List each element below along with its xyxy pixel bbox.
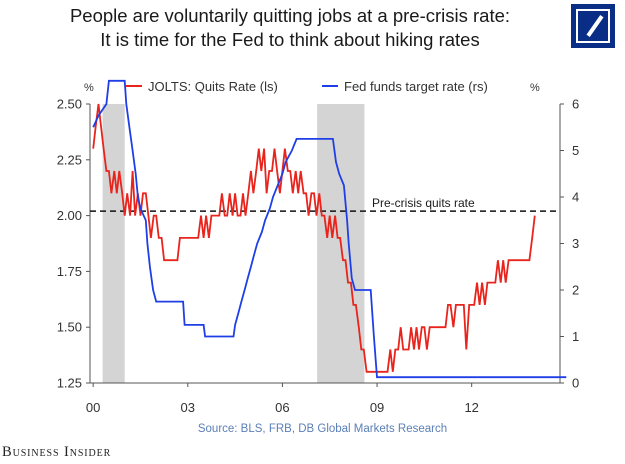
x-tick-label: 09 <box>370 400 384 415</box>
legend-label-fed-funds: Fed funds target rate (rs) <box>344 79 488 94</box>
deutsche-bank-logo-icon <box>571 4 615 48</box>
left-tick-label: 1.75 <box>57 264 82 279</box>
right-tick-label: 1 <box>572 329 579 344</box>
right-tick-label: 5 <box>572 143 579 158</box>
left-tick-label: 2.25 <box>57 152 82 167</box>
x-tick-label: 00 <box>86 400 100 415</box>
legend-label-quits: JOLTS: Quits Rate (ls) <box>148 79 278 94</box>
chart-title: People are voluntarily quitting jobs at … <box>20 4 560 52</box>
x-tick-label: 06 <box>275 400 289 415</box>
recession-shading <box>102 104 365 383</box>
title-line-2: It is time for the Fed to think about hi… <box>100 29 480 50</box>
x-tick-label: 12 <box>464 400 478 415</box>
right-tick-label: 4 <box>572 190 579 205</box>
left-tick-label: 1.50 <box>57 320 82 335</box>
left-tick-label: 2.50 <box>57 97 82 112</box>
left-tick-label: 1.25 <box>57 376 82 391</box>
right-axis-unit: % <box>530 82 540 94</box>
series-line-fed-funds-rate <box>92 79 567 379</box>
left-tick-label: 2.00 <box>57 208 82 223</box>
right-tick-label: 6 <box>572 97 579 112</box>
brand-logo-text: Business Insider <box>2 444 112 460</box>
series-line-quits-rate <box>92 103 536 373</box>
reference-line-label: Pre-crisis quits rate <box>372 196 475 210</box>
right-tick-label: 3 <box>572 236 579 251</box>
x-tick-label: 03 <box>181 400 195 415</box>
series-group <box>92 79 567 379</box>
right-tick-label: 2 <box>572 283 579 298</box>
right-tick-label: 0 <box>572 376 579 391</box>
title-line-1: People are voluntarily quitting jobs at … <box>69 5 511 26</box>
recession-band-1 <box>102 104 125 383</box>
source-note: Source: BLS, FRB, DB Global Markets Rese… <box>197 423 448 435</box>
legend: JOLTS: Quits Rate (ls) Fed funds target … <box>126 79 488 94</box>
left-axis-unit: % <box>84 82 94 94</box>
